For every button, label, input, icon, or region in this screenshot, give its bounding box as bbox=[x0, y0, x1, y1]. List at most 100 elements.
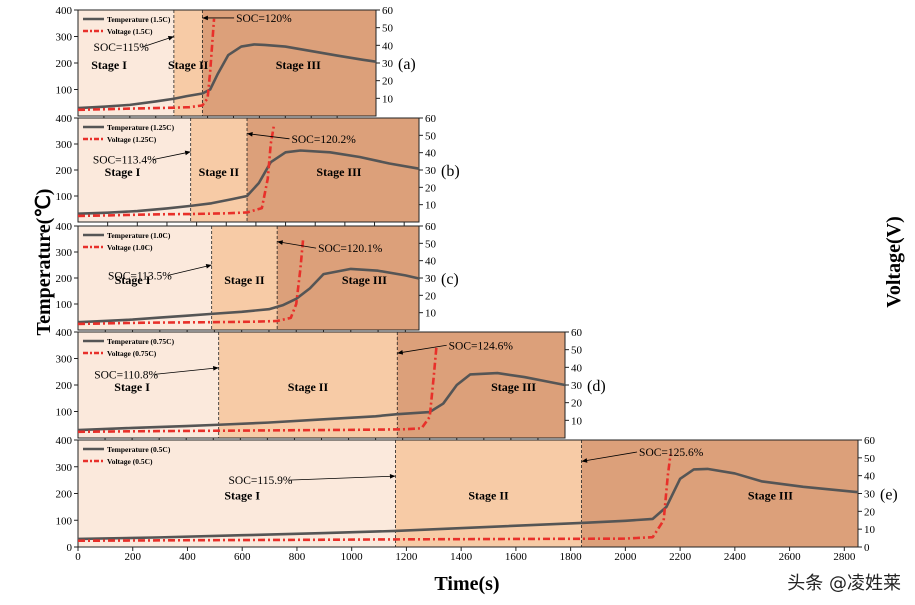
y-tick-label: 0 bbox=[67, 542, 73, 554]
y2-tick-label: 40 bbox=[571, 362, 583, 374]
y2-tick-label: 30 bbox=[571, 380, 583, 392]
y2-tick-label: 60 bbox=[571, 327, 583, 339]
stage-label: Stage II bbox=[288, 380, 329, 394]
soc-annotation: SOC=115% bbox=[94, 42, 150, 54]
y2-tick-label: 10 bbox=[425, 308, 437, 320]
annotation-arrow bbox=[167, 264, 212, 276]
stage-label: Stage I bbox=[91, 58, 127, 72]
arrow-head bbox=[205, 264, 212, 269]
x-axis-label: Time(s) bbox=[434, 573, 499, 595]
x-tick-label: 1400 bbox=[450, 551, 473, 563]
y2-tick-label: 10 bbox=[571, 415, 583, 427]
y-tick-label: 100 bbox=[56, 407, 73, 419]
y-tick-label: 300 bbox=[56, 32, 73, 44]
annotation-arrow bbox=[154, 367, 219, 375]
temperature-line bbox=[77, 371, 566, 432]
soc-annotation: SOC=120% bbox=[236, 13, 292, 25]
temperature-line bbox=[77, 467, 859, 541]
panel-tag: (b) bbox=[441, 163, 460, 180]
y-tick-label: 400 bbox=[56, 435, 73, 447]
soc-annotation: SOC=125.6% bbox=[639, 447, 704, 459]
legend-label: Temperature (0.75C) bbox=[107, 337, 175, 346]
y2-tick-label: 30 bbox=[382, 58, 394, 70]
voltage-line bbox=[77, 454, 672, 543]
y2-tick-label: 30 bbox=[864, 489, 876, 501]
legend-label: Voltage (0.5C) bbox=[107, 457, 153, 466]
legend-label: Voltage (0.75C) bbox=[107, 349, 157, 358]
y-axis-label-right: Voltage(V) bbox=[883, 216, 905, 307]
annotation-arrow bbox=[277, 241, 317, 249]
x-tick-label: 2200 bbox=[669, 551, 692, 563]
y2-tick-label: 60 bbox=[425, 113, 437, 125]
y2-tick-label: 60 bbox=[864, 435, 876, 447]
y-tick-label: 400 bbox=[56, 221, 73, 233]
y-tick-label: 300 bbox=[56, 462, 73, 474]
y2-tick-label: 10 bbox=[864, 524, 876, 536]
stage-label: Stage II bbox=[468, 489, 509, 503]
soc-annotation: SOC=120.2% bbox=[291, 134, 356, 146]
annotation-arrow bbox=[141, 36, 175, 48]
y2-tick-label: 50 bbox=[571, 345, 583, 357]
y2-tick-label: 60 bbox=[425, 221, 437, 233]
y2-tick-label: 50 bbox=[425, 238, 437, 250]
legend-label: Voltage (1.0C) bbox=[107, 243, 153, 252]
temperature-line bbox=[77, 43, 377, 110]
stage-label: Stage III bbox=[491, 380, 536, 394]
stage-1-region bbox=[78, 10, 174, 116]
annotation-arrow bbox=[246, 133, 290, 140]
panel-c: 1002003004001020304050601002003004005006… bbox=[56, 221, 459, 346]
panel-a: 1002003004001020304050601002003004005006… bbox=[56, 5, 416, 131]
soc-annotation: SOC=113.5% bbox=[108, 270, 172, 282]
y2-tick-label: 40 bbox=[382, 40, 394, 52]
panel-d: 1002003004001020304050601002003004005006… bbox=[56, 327, 606, 455]
stage-1-region bbox=[78, 226, 212, 330]
arrow-head bbox=[397, 350, 404, 355]
y2-tick-label: 30 bbox=[425, 165, 437, 177]
voltage-line bbox=[77, 18, 216, 112]
legend-label: Temperature (1.25C) bbox=[107, 123, 175, 132]
soc-annotation: SOC=124.6% bbox=[449, 340, 514, 352]
y-tick-label: 100 bbox=[56, 299, 73, 311]
x-tick-label: 2800 bbox=[833, 551, 856, 563]
stage-1-region bbox=[78, 440, 396, 547]
y2-tick-label: 20 bbox=[382, 76, 394, 88]
stage-label: Stage III bbox=[342, 273, 387, 287]
panel-tag: (c) bbox=[441, 271, 459, 288]
soc-annotation: SOC=115.9% bbox=[229, 475, 293, 487]
annotation-arrow bbox=[581, 451, 638, 462]
y-tick-label: 400 bbox=[56, 327, 73, 339]
watermark: 头条 @凌姓莱 bbox=[787, 573, 901, 594]
stage-3-region bbox=[202, 10, 376, 116]
x-tick-label: 2600 bbox=[779, 551, 802, 563]
stage-label: Stage III bbox=[276, 58, 321, 72]
arrow-head bbox=[277, 240, 283, 245]
panel-b: 1002003004001020304050601002003004005006… bbox=[56, 113, 460, 240]
stage-label: Stage II bbox=[199, 165, 240, 179]
y-tick-label: 200 bbox=[56, 58, 73, 70]
annotation-arrow bbox=[288, 475, 396, 481]
y-tick-label: 300 bbox=[56, 247, 73, 259]
y-axis-label-left: Temperature(℃) bbox=[33, 189, 55, 336]
y-tick-label: 300 bbox=[56, 354, 73, 366]
y-tick-label: 100 bbox=[56, 191, 73, 203]
temperature-line bbox=[77, 149, 420, 215]
stage-label: Stage III bbox=[316, 165, 361, 179]
annotation-arrow bbox=[397, 344, 447, 354]
y2-tick-label: 40 bbox=[864, 471, 876, 483]
annotation-arrow bbox=[152, 151, 191, 160]
legend-label: Voltage (1.25C) bbox=[107, 135, 157, 144]
y2-tick-label: 20 bbox=[864, 506, 876, 518]
soc-annotation: SOC=110.8% bbox=[94, 369, 158, 381]
stage-3-region bbox=[397, 332, 565, 438]
legend-label: Temperature (1.5C) bbox=[107, 15, 171, 24]
stage-3-region bbox=[277, 226, 419, 330]
x-tick-label: 1600 bbox=[505, 551, 528, 563]
x-tick-label: 2000 bbox=[614, 551, 637, 563]
stage-label: Stage I bbox=[105, 165, 141, 179]
y2-tick-label: 10 bbox=[382, 93, 394, 105]
y-tick-label: 400 bbox=[56, 5, 73, 17]
y2-tick-label: 20 bbox=[571, 398, 583, 410]
x-tick-label: 200 bbox=[124, 551, 141, 563]
voltage-line bbox=[77, 346, 438, 434]
y-tick-label: 200 bbox=[56, 273, 73, 285]
